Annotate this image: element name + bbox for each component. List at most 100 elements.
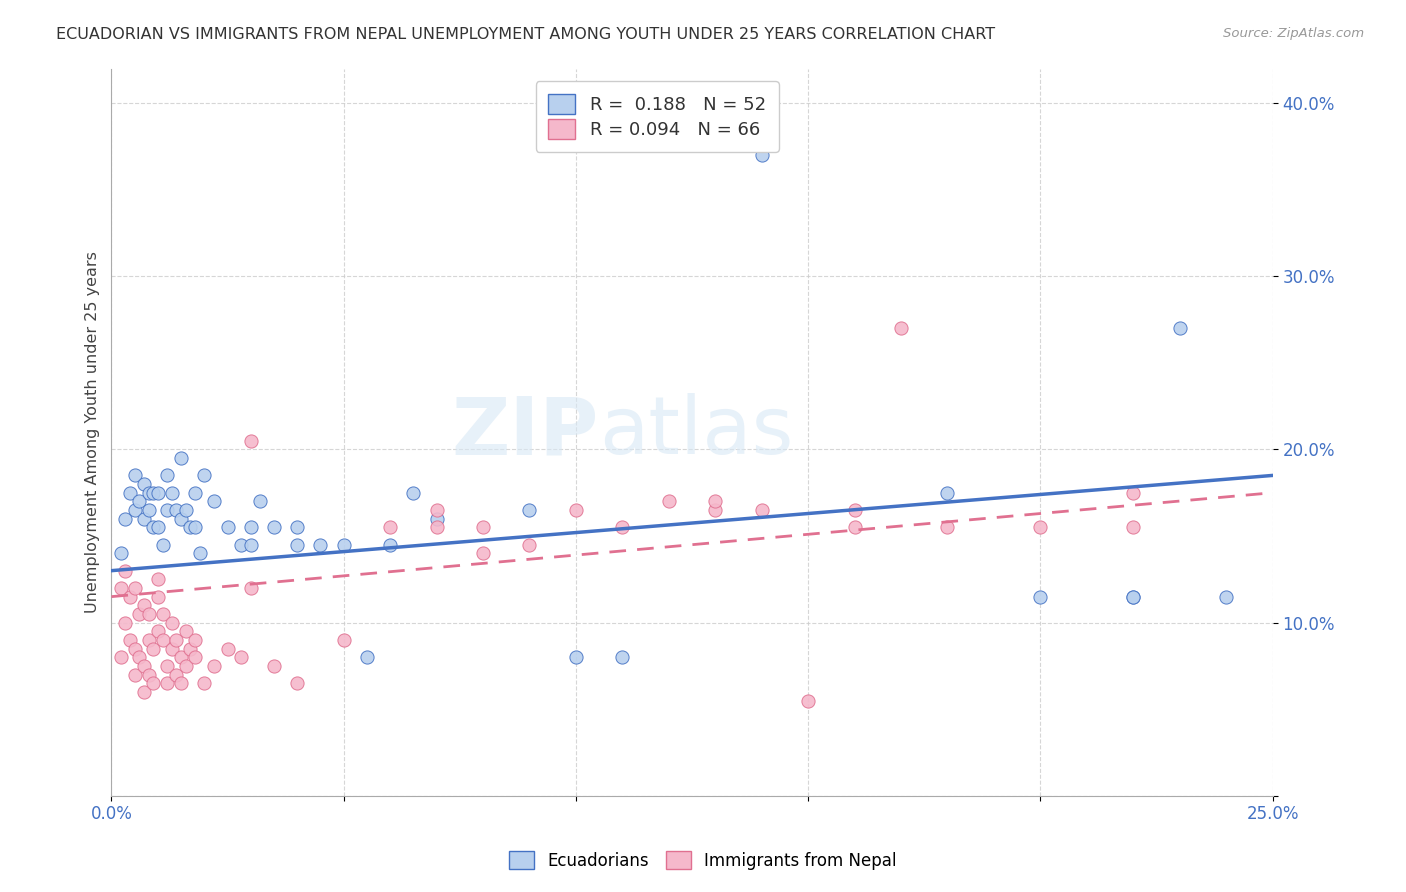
Point bbox=[124, 503, 146, 517]
Point bbox=[249, 494, 271, 508]
Point bbox=[239, 581, 262, 595]
Point bbox=[118, 485, 141, 500]
Point bbox=[118, 590, 141, 604]
Point bbox=[188, 546, 211, 560]
Point bbox=[751, 148, 773, 162]
Point bbox=[138, 607, 160, 621]
Point bbox=[263, 520, 285, 534]
Point bbox=[124, 581, 146, 595]
Point bbox=[425, 512, 447, 526]
Point bbox=[124, 641, 146, 656]
Point bbox=[142, 641, 165, 656]
Point bbox=[378, 538, 401, 552]
Point bbox=[160, 485, 183, 500]
Point bbox=[936, 485, 959, 500]
Point bbox=[165, 632, 187, 647]
Point bbox=[146, 520, 169, 534]
Point bbox=[936, 520, 959, 534]
Point bbox=[114, 615, 136, 630]
Point bbox=[332, 538, 354, 552]
Point bbox=[152, 632, 174, 647]
Point bbox=[402, 485, 425, 500]
Point bbox=[184, 632, 207, 647]
Point bbox=[797, 693, 820, 707]
Point bbox=[132, 659, 155, 673]
Point bbox=[1215, 590, 1237, 604]
Point bbox=[565, 503, 588, 517]
Point bbox=[472, 546, 495, 560]
Point bbox=[174, 659, 197, 673]
Point bbox=[193, 468, 215, 483]
Point bbox=[146, 590, 169, 604]
Legend: R =  0.188   N = 52, R = 0.094   N = 66: R = 0.188 N = 52, R = 0.094 N = 66 bbox=[536, 81, 779, 152]
Point bbox=[156, 659, 179, 673]
Point bbox=[110, 581, 132, 595]
Point bbox=[132, 685, 155, 699]
Text: ZIP: ZIP bbox=[451, 393, 599, 471]
Point bbox=[332, 632, 354, 647]
Point bbox=[1122, 520, 1144, 534]
Point bbox=[124, 667, 146, 681]
Point bbox=[146, 572, 169, 586]
Point bbox=[202, 659, 225, 673]
Text: Source: ZipAtlas.com: Source: ZipAtlas.com bbox=[1223, 27, 1364, 40]
Point bbox=[128, 494, 150, 508]
Point bbox=[170, 676, 193, 690]
Point bbox=[170, 650, 193, 665]
Point bbox=[239, 520, 262, 534]
Point bbox=[138, 485, 160, 500]
Point bbox=[179, 641, 201, 656]
Point bbox=[844, 503, 866, 517]
Point bbox=[165, 667, 187, 681]
Y-axis label: Unemployment Among Youth under 25 years: Unemployment Among Youth under 25 years bbox=[86, 252, 100, 613]
Point bbox=[519, 503, 541, 517]
Point bbox=[658, 494, 681, 508]
Point bbox=[1029, 590, 1052, 604]
Point bbox=[184, 485, 207, 500]
Point bbox=[519, 538, 541, 552]
Point bbox=[1029, 520, 1052, 534]
Point bbox=[156, 503, 179, 517]
Point bbox=[217, 520, 239, 534]
Point bbox=[118, 632, 141, 647]
Point bbox=[138, 667, 160, 681]
Point bbox=[193, 676, 215, 690]
Point bbox=[1122, 590, 1144, 604]
Point bbox=[128, 650, 150, 665]
Point bbox=[263, 659, 285, 673]
Point bbox=[132, 599, 155, 613]
Point bbox=[1122, 485, 1144, 500]
Point bbox=[132, 477, 155, 491]
Point bbox=[128, 607, 150, 621]
Point bbox=[170, 512, 193, 526]
Point bbox=[138, 632, 160, 647]
Point bbox=[565, 650, 588, 665]
Point bbox=[142, 676, 165, 690]
Point bbox=[356, 650, 378, 665]
Point bbox=[114, 564, 136, 578]
Point bbox=[110, 546, 132, 560]
Point bbox=[170, 451, 193, 466]
Point bbox=[1122, 590, 1144, 604]
Point bbox=[142, 485, 165, 500]
Point bbox=[160, 641, 183, 656]
Point bbox=[231, 650, 253, 665]
Point bbox=[165, 503, 187, 517]
Point bbox=[285, 520, 308, 534]
Point bbox=[156, 468, 179, 483]
Point bbox=[146, 485, 169, 500]
Point bbox=[110, 650, 132, 665]
Point bbox=[202, 494, 225, 508]
Point bbox=[124, 468, 146, 483]
Point bbox=[844, 520, 866, 534]
Point bbox=[239, 434, 262, 448]
Point bbox=[160, 615, 183, 630]
Point bbox=[751, 503, 773, 517]
Text: ECUADORIAN VS IMMIGRANTS FROM NEPAL UNEMPLOYMENT AMONG YOUTH UNDER 25 YEARS CORR: ECUADORIAN VS IMMIGRANTS FROM NEPAL UNEM… bbox=[56, 27, 995, 42]
Point bbox=[378, 520, 401, 534]
Point bbox=[231, 538, 253, 552]
Point bbox=[425, 503, 447, 517]
Point bbox=[138, 503, 160, 517]
Point bbox=[612, 650, 634, 665]
Point bbox=[239, 538, 262, 552]
